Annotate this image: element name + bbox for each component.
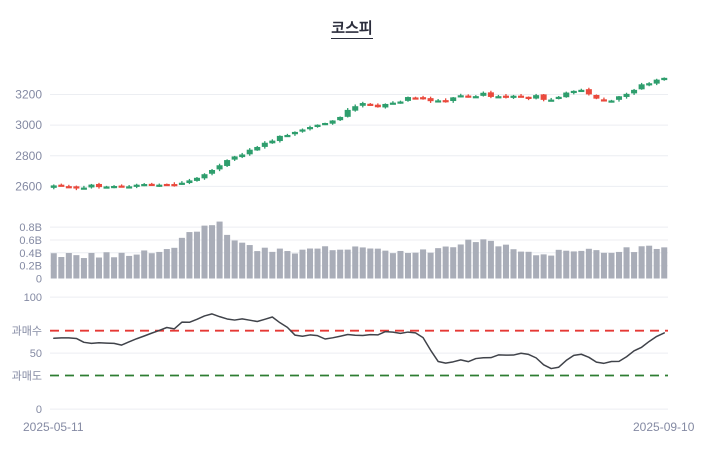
svg-text:100: 100	[24, 292, 42, 304]
svg-text:2800: 2800	[15, 149, 42, 163]
svg-text:과매도: 과매도	[12, 370, 42, 383]
svg-text:0.8B: 0.8B	[19, 222, 42, 234]
svg-text:0: 0	[36, 274, 42, 286]
svg-text:과매수: 과매수	[12, 325, 42, 338]
svg-text:50: 50	[30, 348, 42, 360]
svg-text:0: 0	[36, 404, 42, 416]
svg-text:0.2B: 0.2B	[19, 261, 42, 273]
svg-text:2600: 2600	[15, 179, 42, 193]
svg-text:3000: 3000	[15, 118, 42, 132]
svg-text:0.6B: 0.6B	[19, 235, 42, 247]
svg-text:3200: 3200	[15, 88, 42, 102]
svg-text:0.4B: 0.4B	[19, 248, 42, 260]
